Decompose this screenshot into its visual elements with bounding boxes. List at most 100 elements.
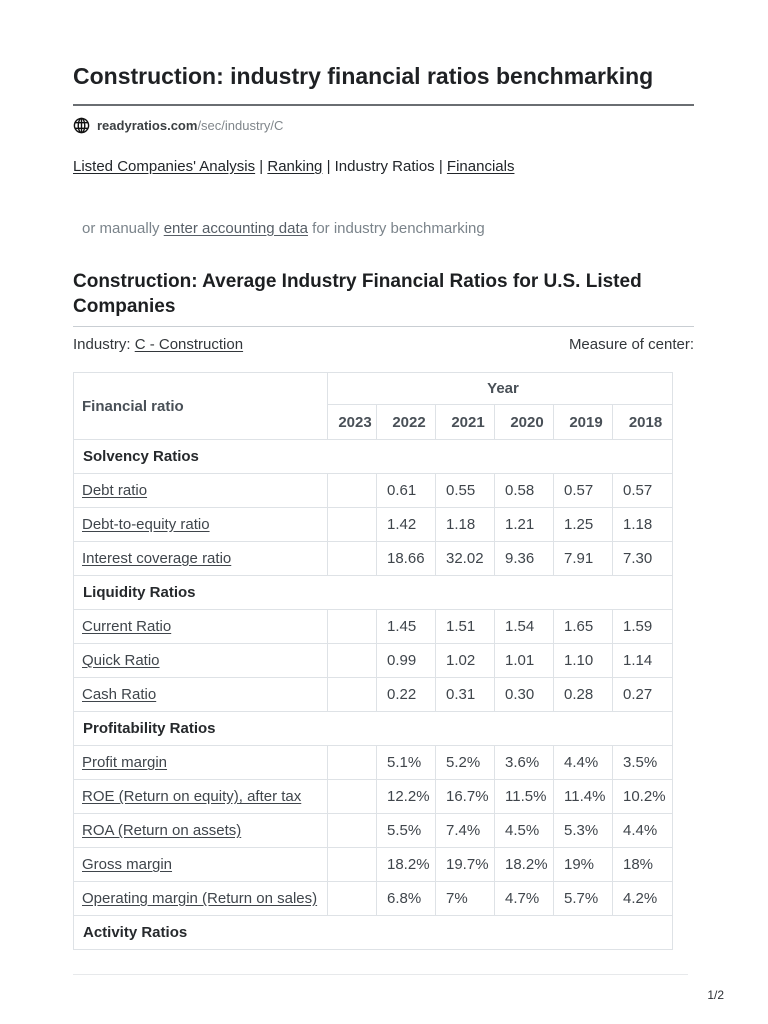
table-row: Interest coverage ratio 18.66 32.02 9.36 7.9… [73,541,674,576]
section-title: Profitability Ratios [72,711,674,746]
ratio-link-debt-ratio[interactable]: Debt ratio [82,482,148,499]
ratio-label-cell: ROA (Return on assets) [73,813,328,848]
value-cell-2019: 0.28 [553,677,613,712]
value-cell-2022: 0.22 [376,677,436,712]
section-title: Activity Ratios [72,915,674,950]
table-row: Gross margin 18.2% 19.7% 18.2% 19% 18% [73,847,674,882]
value-cell-2019: 7.91 [553,541,613,576]
value-cell-2018: 0.57 [611,473,674,508]
value-cell-2018: 4.2% [611,881,674,916]
ratio-link-roa-return-on-assets-[interactable]: ROA (Return on assets) [82,822,242,839]
value-cell-2022: 6.8% [376,881,436,916]
value-cell-2018: 1.18 [611,507,674,542]
value-cell-2021: 19.7% [435,847,495,882]
ratio-label-cell: Gross margin [73,847,328,882]
heading-divider [73,326,694,327]
ratio-link-debt-to-equity-ratio[interactable]: Debt-to-equity ratio [82,516,210,533]
table-row: Debt ratio 0.61 0.55 0.58 0.57 0.57 [73,473,674,508]
section-row: Solvency Ratios [72,439,674,474]
value-cell-2023 [327,609,377,644]
value-cell-2020: 18.2% [494,847,554,882]
enter-accounting-data-link[interactable]: enter accounting data [163,220,308,237]
ratio-label-cell: Current Ratio [73,609,328,644]
value-cell-2019: 1.25 [553,507,613,542]
value-cell-2023 [327,507,377,542]
value-cell-2018: 0.27 [611,677,674,712]
value-cell-2023 [327,473,377,508]
source-url: readyratios.com/sec/industry/C [97,118,283,133]
value-cell-2020: 1.21 [494,507,554,542]
value-cell-2019: 1.65 [553,609,613,644]
value-cell-2018: 10.2% [611,779,674,814]
value-cell-2018: 4.4% [611,813,674,848]
nav-item-industry-ratios: Industry Ratios [334,158,435,175]
value-cell-2022: 1.45 [376,609,436,644]
value-cell-2020: 4.5% [494,813,554,848]
manual-entry-line: or manually enter accounting data for in… [82,220,694,238]
value-cell-2023 [327,677,377,712]
nav-item-listed-companies-analysis[interactable]: Listed Companies' Analysis [73,158,256,175]
value-cell-2020: 9.36 [494,541,554,576]
ratio-link-current-ratio[interactable]: Current Ratio [82,618,172,635]
value-cell-2020: 0.30 [494,677,554,712]
value-cell-2023 [327,779,377,814]
value-cell-2022: 12.2% [376,779,436,814]
year-header-2019: 2019 [553,404,613,440]
value-cell-2022: 18.2% [376,847,436,882]
ratio-link-profit-margin[interactable]: Profit margin [82,754,168,771]
nav-item-ranking[interactable]: Ranking [267,158,323,175]
page-number-indicator: 1/2 [707,988,724,1002]
table-row: Profit margin 5.1% 5.2% 3.6% 4.4% 3.5% [73,745,674,780]
globe-icon [73,117,90,133]
manual-prefix: or manually [82,220,164,237]
ratio-link-cash-ratio[interactable]: Cash Ratio [82,686,157,703]
section-heading: Construction: Average Industry Financial… [73,271,642,317]
value-cell-2018: 3.5% [611,745,674,780]
section-row: Liquidity Ratios [72,575,674,610]
value-cell-2023 [327,813,377,848]
value-cell-2020: 0.58 [494,473,554,508]
value-cell-2019: 5.3% [553,813,613,848]
nav-separator: | [255,158,268,175]
section-row: Activity Ratios [72,915,674,950]
value-cell-2022: 0.99 [376,643,436,678]
year-header-2023: 2023 [327,404,377,440]
value-cell-2021: 1.02 [435,643,495,678]
value-cell-2022: 0.61 [376,473,436,508]
year-header-2020: 2020 [494,404,554,440]
ratio-link-roe-return-on-equity-after-tax[interactable]: ROE (Return on equity), after tax [82,788,302,805]
value-cell-2019: 19% [553,847,613,882]
value-cell-2021: 1.18 [435,507,495,542]
ratio-link-gross-margin[interactable]: Gross margin [82,856,173,873]
value-cell-2020: 11.5% [494,779,554,814]
value-cell-2019: 5.7% [553,881,613,916]
industry-link[interactable]: C - Construction [134,336,244,353]
ratio-link-quick-ratio[interactable]: Quick Ratio [82,652,160,669]
financial-ratios-table: Financial ratio Year 2023 2022 2021 2020 201… [72,372,674,950]
value-cell-2022: 5.5% [376,813,436,848]
value-cell-2021: 16.7% [435,779,495,814]
value-cell-2023 [327,541,377,576]
value-cell-2021: 0.55 [435,473,495,508]
value-cell-2018: 1.59 [611,609,674,644]
value-cell-2018: 7.30 [611,541,674,576]
value-cell-2019: 4.4% [553,745,613,780]
value-cell-2021: 0.31 [435,677,495,712]
nav-item-financials[interactable]: Financials [446,158,515,175]
ratio-link-operating-margin-return-on-sales-[interactable]: Operating margin (Return on sales) [82,890,318,907]
table-row: Quick Ratio 0.99 1.02 1.01 1.10 1.14 [73,643,674,678]
value-cell-2023 [327,847,377,882]
ratio-link-interest-coverage-ratio[interactable]: Interest coverage ratio [82,550,232,567]
year-header-2022: 2022 [376,404,436,440]
value-cell-2020: 1.54 [494,609,554,644]
value-cell-2020: 3.6% [494,745,554,780]
measure-of-center-label: Measure of center: [568,336,694,353]
source-domain: readyratios.com [97,117,198,133]
industry-label-wrap: Industry: C - Construction [73,336,243,354]
value-cell-2023 [327,643,377,678]
table-row: Operating margin (Return on sales) 6.8% 7%… [73,881,674,916]
value-cell-2021: 1.51 [435,609,495,644]
page-content: Construction: industry financial ratios … [72,63,694,950]
value-cell-2021: 32.02 [435,541,495,576]
